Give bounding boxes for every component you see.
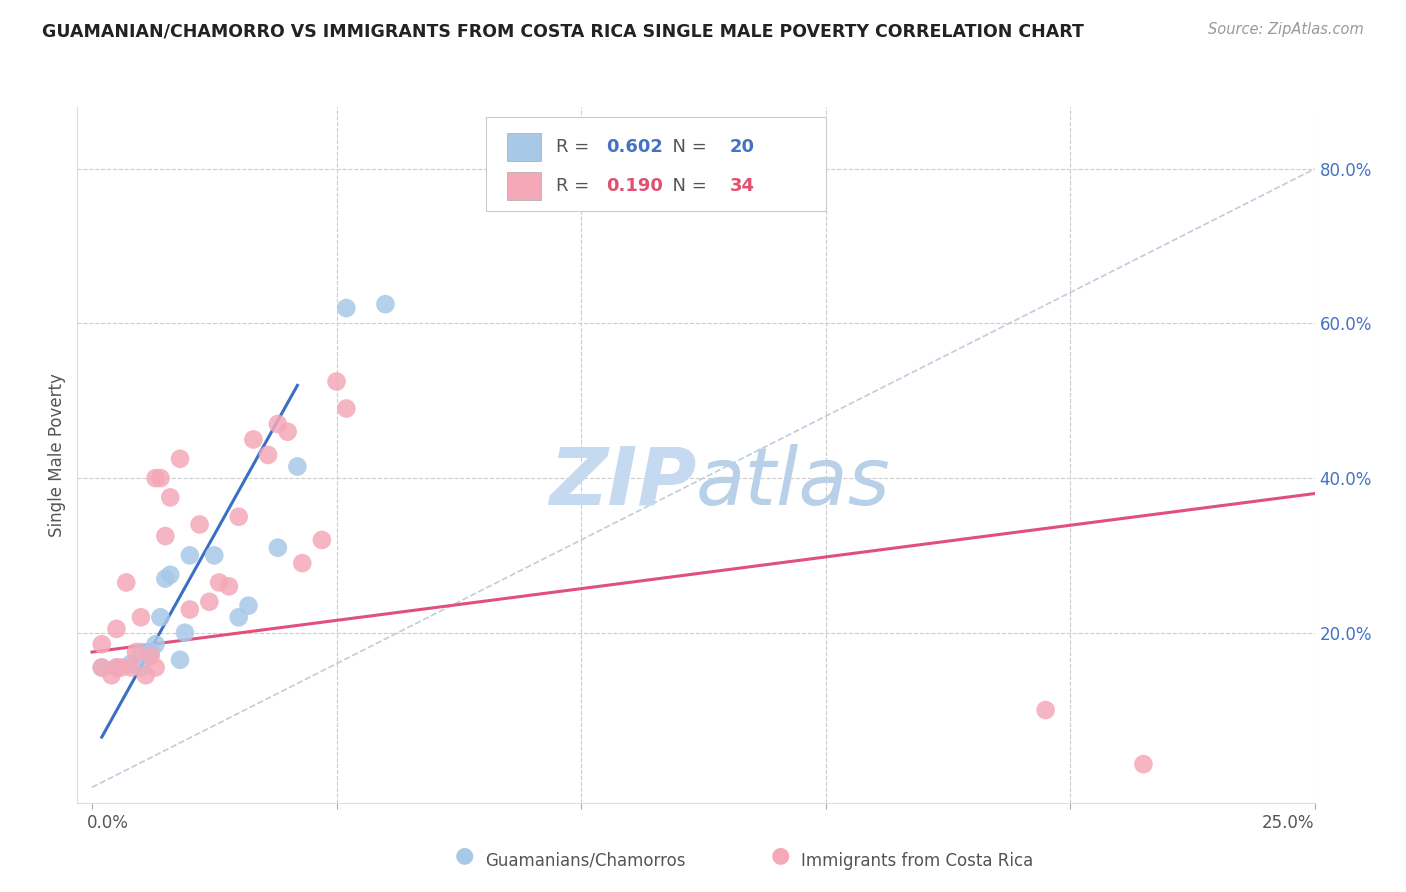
Point [277,425,299,439]
Point [169,653,191,667]
Text: 0.190: 0.190 [606,177,662,194]
Point [335,301,357,315]
Point [267,541,290,555]
Point [120,657,142,671]
Point [1132,757,1154,772]
Text: GUAMANIAN/CHAMORRO VS IMMIGRANTS FROM COSTA RICA SINGLE MALE POVERTY CORRELATION: GUAMANIAN/CHAMORRO VS IMMIGRANTS FROM CO… [42,22,1084,40]
Text: Guamanians/Chamorros: Guamanians/Chamorros [485,852,686,870]
Point [135,668,157,682]
Text: 25.0%: 25.0% [1263,814,1315,831]
Text: N =: N = [661,177,713,194]
Point [149,471,172,485]
Point [105,622,128,636]
Point [159,567,181,582]
Point [169,451,191,466]
Point [1035,703,1057,717]
Point [145,637,167,651]
Point [174,625,197,640]
Point [335,401,357,416]
Point [198,595,221,609]
Point [90,660,112,674]
Point [90,660,112,674]
Point [267,417,290,431]
Point [238,599,260,613]
Point [374,297,396,311]
Point [139,648,162,663]
Point [325,375,347,389]
Text: N =: N = [661,138,713,156]
Point [159,491,181,505]
Point [90,637,112,651]
Point [179,602,201,616]
Text: ●: ● [454,845,474,864]
Text: R =: R = [557,138,595,156]
Point [179,549,201,563]
Text: 34: 34 [730,177,755,194]
Point [139,645,162,659]
Text: atlas: atlas [696,443,891,522]
Point [287,459,309,474]
Point [129,610,152,624]
Point [155,529,177,543]
Text: ZIP: ZIP [548,443,696,522]
Point [125,645,148,659]
FancyBboxPatch shape [506,172,541,200]
Point [257,448,280,462]
Point [228,610,250,624]
Point [218,579,240,593]
Point [202,549,225,563]
FancyBboxPatch shape [506,134,541,161]
Y-axis label: Single Male Poverty: Single Male Poverty [48,373,66,537]
Point [115,575,138,590]
Point [105,660,128,674]
Point [188,517,211,532]
Point [228,509,250,524]
Point [208,575,231,590]
FancyBboxPatch shape [485,118,825,211]
Point [311,533,333,547]
Text: 0.602: 0.602 [606,138,662,156]
Point [291,556,314,570]
Point [145,471,167,485]
Point [100,668,122,682]
Text: ●: ● [770,845,790,864]
Text: Source: ZipAtlas.com: Source: ZipAtlas.com [1208,22,1364,37]
Point [145,660,167,674]
Point [120,660,142,674]
Point [110,660,132,674]
Text: 0.0%: 0.0% [87,814,129,831]
Point [105,660,128,674]
Point [129,645,152,659]
Text: 20: 20 [730,138,755,156]
Text: R =: R = [557,177,595,194]
Point [242,433,264,447]
Point [155,572,177,586]
Text: Immigrants from Costa Rica: Immigrants from Costa Rica [801,852,1033,870]
Point [149,610,172,624]
Point [129,660,152,674]
